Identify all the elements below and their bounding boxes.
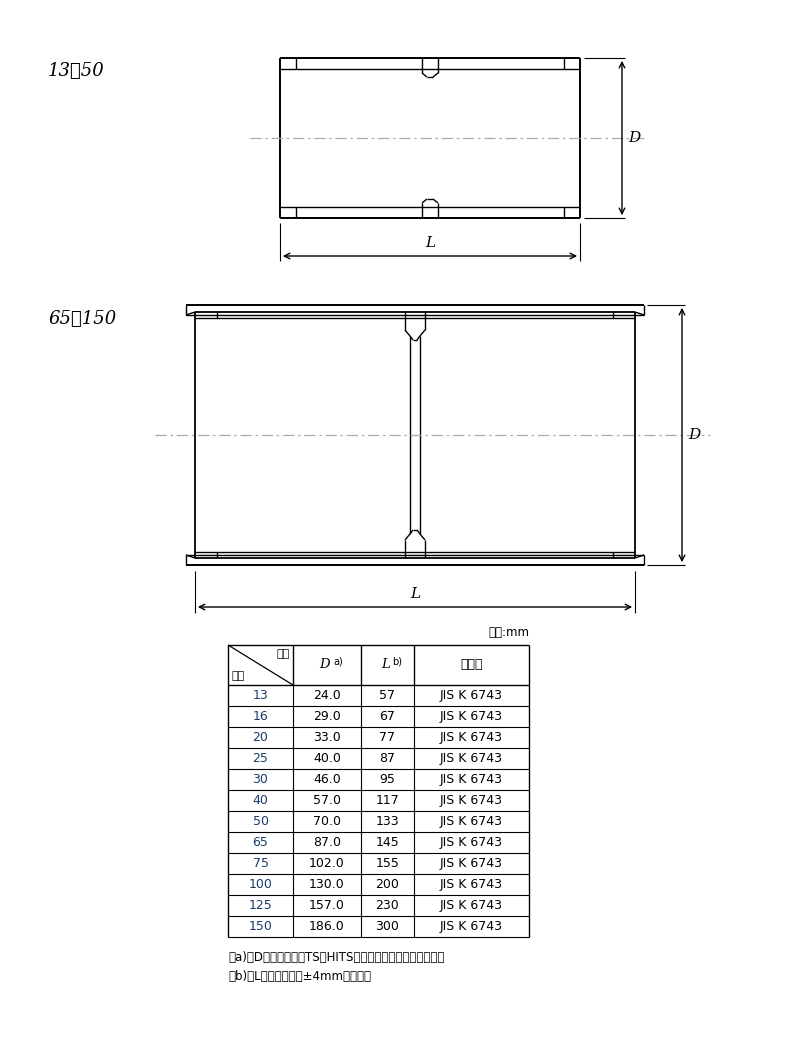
Text: D: D: [320, 658, 330, 672]
Text: 125: 125: [249, 899, 272, 912]
Text: 200: 200: [375, 878, 399, 891]
Text: JIS K 6743: JIS K 6743: [440, 794, 503, 807]
Text: 87.0: 87.0: [313, 836, 341, 849]
Text: 57: 57: [379, 689, 395, 702]
Text: D: D: [688, 428, 700, 442]
Text: 102.0: 102.0: [309, 857, 345, 870]
Text: 117: 117: [376, 794, 399, 807]
Text: 155: 155: [375, 857, 399, 870]
Text: 40: 40: [253, 794, 269, 807]
Text: JIS K 6743: JIS K 6743: [440, 899, 503, 912]
Text: 95: 95: [379, 773, 395, 786]
Text: 33.0: 33.0: [313, 732, 341, 744]
Text: 記号: 記号: [277, 649, 290, 659]
Text: 186.0: 186.0: [309, 920, 345, 933]
Text: 145: 145: [376, 836, 399, 849]
Text: 40.0: 40.0: [313, 752, 341, 765]
Text: L: L: [381, 658, 390, 672]
Text: JIS K 6743: JIS K 6743: [440, 709, 503, 723]
Text: 70.0: 70.0: [313, 815, 341, 828]
Text: 24.0: 24.0: [313, 689, 341, 702]
Text: 100: 100: [249, 878, 273, 891]
Text: JIS K 6743: JIS K 6743: [440, 815, 503, 828]
Text: L: L: [425, 236, 435, 250]
Text: 46.0: 46.0: [313, 773, 341, 786]
Text: 77: 77: [379, 732, 395, 744]
Text: b): b): [393, 656, 402, 665]
Text: 157.0: 157.0: [309, 899, 345, 912]
Text: JIS K 6743: JIS K 6743: [440, 920, 503, 933]
Text: 67: 67: [379, 709, 395, 723]
Text: a): a): [333, 656, 342, 665]
Text: JIS K 6743: JIS K 6743: [440, 689, 503, 702]
Text: 65～150: 65～150: [48, 310, 116, 328]
Text: 単位:mm: 単位:mm: [488, 626, 529, 639]
Text: JIS K 6743: JIS K 6743: [440, 836, 503, 849]
Text: 注b)　Lの許容差は、±4mmとする。: 注b) Lの許容差は、±4mmとする。: [228, 970, 371, 983]
Text: 300: 300: [375, 920, 399, 933]
Text: 230: 230: [376, 899, 399, 912]
Text: 25: 25: [253, 752, 269, 765]
Text: 呼径: 呼径: [231, 671, 244, 681]
Text: JIS K 6743: JIS K 6743: [440, 857, 503, 870]
Text: 13～50: 13～50: [48, 62, 105, 80]
Text: 75: 75: [253, 857, 269, 870]
Text: JIS K 6743: JIS K 6743: [440, 732, 503, 744]
Text: D: D: [628, 131, 640, 145]
Text: 57.0: 57.0: [313, 794, 341, 807]
Text: JIS K 6743: JIS K 6743: [440, 878, 503, 891]
Text: 87: 87: [379, 752, 395, 765]
Text: 65: 65: [253, 836, 269, 849]
Text: 13: 13: [253, 689, 268, 702]
Text: 133: 133: [376, 815, 399, 828]
Text: 16: 16: [253, 709, 268, 723]
Text: 注a)　Dの許容差は、TS・HITS継手受口共通寸法図による。: 注a) Dの許容差は、TS・HITS継手受口共通寸法図による。: [228, 951, 444, 964]
Text: JIS K 6743: JIS K 6743: [440, 773, 503, 786]
Text: L: L: [410, 587, 420, 601]
Text: JIS K 6743: JIS K 6743: [440, 752, 503, 765]
Text: 150: 150: [249, 920, 273, 933]
Text: 30: 30: [253, 773, 269, 786]
Text: 20: 20: [253, 732, 269, 744]
Text: 130.0: 130.0: [309, 878, 345, 891]
Text: 50: 50: [253, 815, 269, 828]
Text: 規　格: 規 格: [460, 658, 482, 672]
Text: 29.0: 29.0: [313, 709, 341, 723]
